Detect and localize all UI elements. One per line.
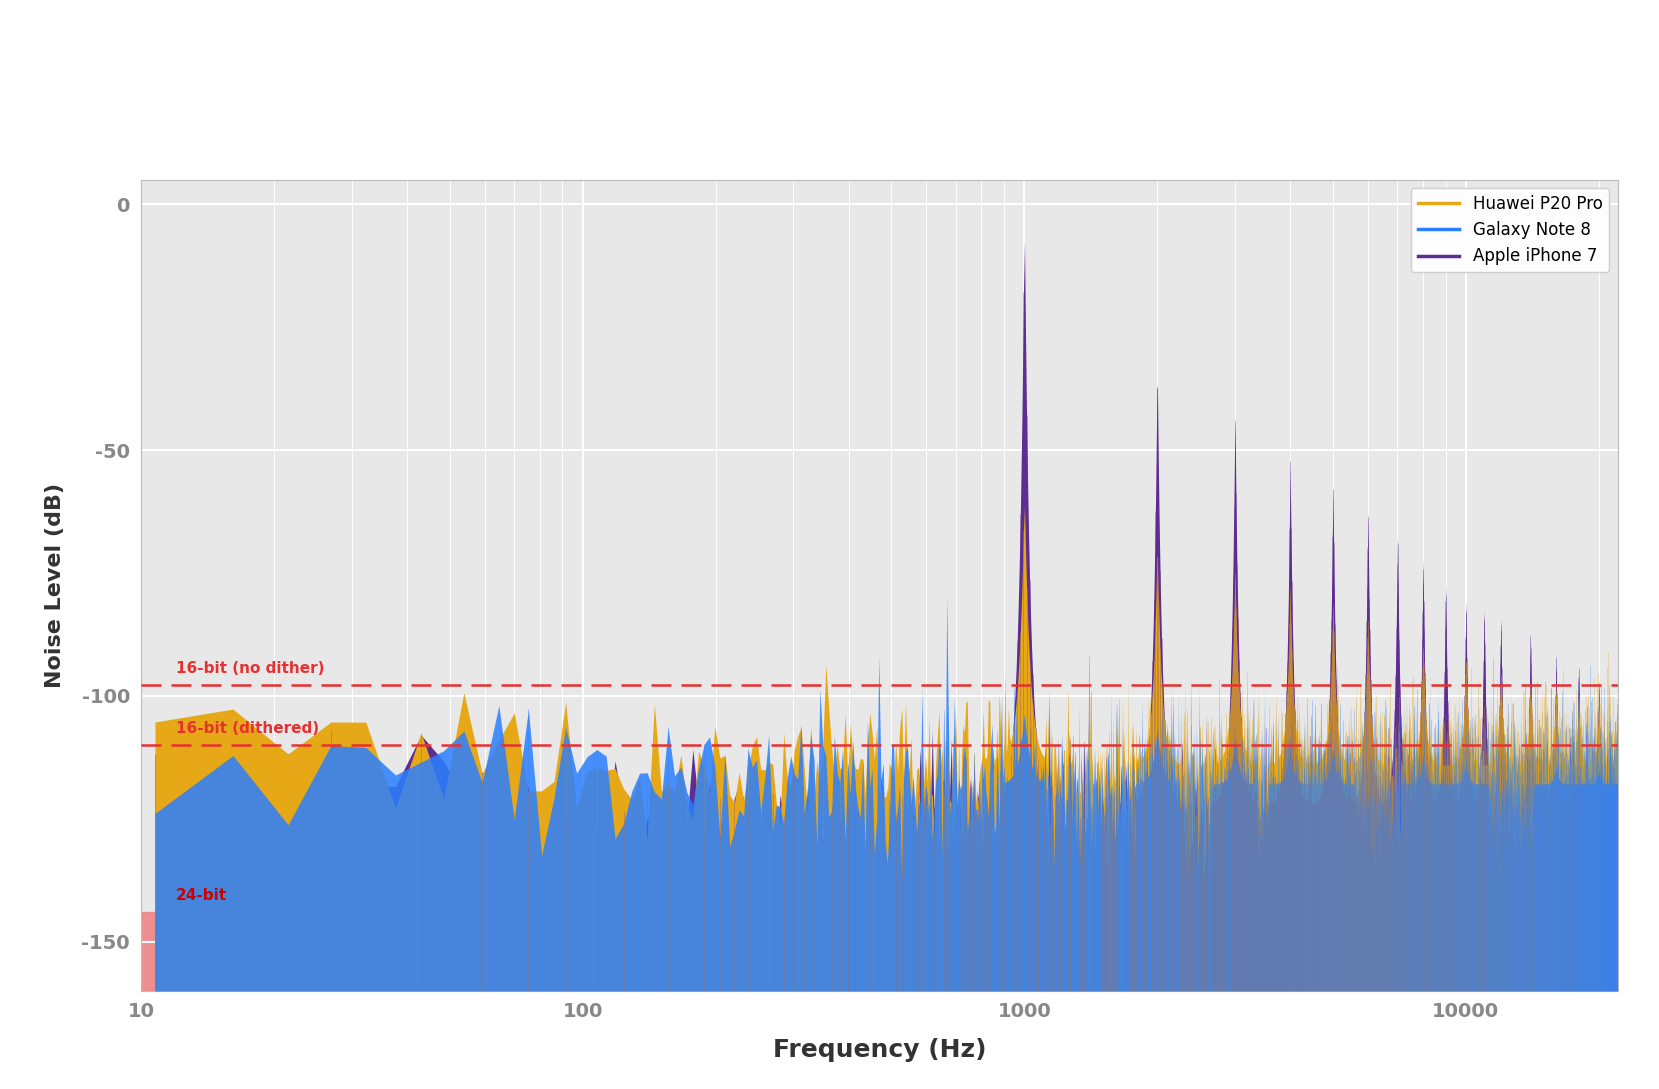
Text: 16-bit (dithered): 16-bit (dithered) [176, 721, 319, 736]
Y-axis label: Noise Level (dB): Noise Level (dB) [45, 482, 65, 688]
Text: 24-bit: 24-bit [176, 888, 227, 903]
Text: 16-bit (no dither): 16-bit (no dither) [176, 661, 325, 676]
Legend: Huawei P20 Pro, Galaxy Note 8, Apple iPhone 7: Huawei P20 Pro, Galaxy Note 8, Apple iPh… [1412, 188, 1609, 272]
Text: AAC Noise Profile [from Lossless]: AAC Noise Profile [from Lossless] [438, 51, 1221, 94]
X-axis label: Frequency (Hz): Frequency (Hz) [773, 1038, 985, 1062]
